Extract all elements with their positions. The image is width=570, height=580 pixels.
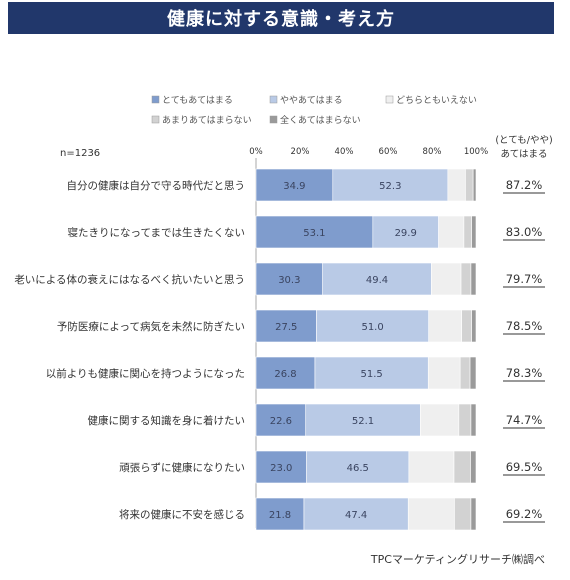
legend-swatch-1	[269, 95, 278, 104]
bar-segment	[453, 450, 471, 484]
bar-segment	[255, 450, 307, 484]
category-labels: 自分の健康は自分で守る時代だと思う寝たきりになってまでは生きたくない老いによる体…	[14, 179, 245, 521]
summary-values: 87.2% 83.0% 79.7% 78.5% 78.3% 74.7% 69.5% 69.2%	[503, 178, 545, 523]
bar-segment	[427, 356, 461, 390]
bar-segment	[316, 309, 429, 343]
bar-segment	[255, 497, 305, 531]
sample-size-label: n=1236	[60, 148, 100, 159]
category-label: 頑張らずに健康になりたい	[119, 461, 245, 474]
bar-segment	[255, 262, 323, 296]
summary-value: 78.3%	[506, 366, 543, 380]
legend-swatch-4	[269, 115, 278, 124]
summary-value: 87.2%	[506, 178, 543, 192]
category-label: 将来の健康に不安を感じる	[119, 508, 245, 521]
summary-header-line2: あてはまる	[500, 149, 547, 160]
x-tick-label: 40%	[335, 147, 354, 157]
category-label: 健康に関する知識を身に着けたい	[88, 414, 246, 427]
bar-segment	[314, 356, 429, 390]
legend-label-1: ややあてはまる	[280, 95, 343, 106]
legend-label-2: どちらともいえない	[396, 95, 477, 106]
legend-label-4: 全くあてはまらない	[280, 114, 361, 126]
bar-value-label: 23.0	[270, 463, 292, 474]
summary-value: 83.0%	[506, 225, 543, 239]
bar-segment	[469, 356, 477, 390]
category-label: 老いによる体の衰えにはなるべく抗いたいと思う	[14, 273, 245, 286]
bar-value-label: 47.4	[345, 510, 367, 521]
source-note: TPCマーケティングリサーチ㈱調べ	[370, 552, 545, 566]
bar-value-label: 46.5	[347, 463, 369, 474]
bar-segment	[420, 403, 460, 437]
bar-value-label: 51.0	[361, 322, 383, 333]
legend-label-0: とてもあてはまる	[162, 95, 233, 106]
bar-value-label: 52.1	[352, 416, 374, 427]
bar-segment	[454, 497, 472, 531]
bar-segment	[407, 497, 455, 531]
category-label: 寝たきりになってまでは生きたくない	[68, 226, 245, 239]
summary-value: 69.5%	[506, 460, 543, 474]
bar-segment	[305, 403, 421, 437]
bar-segment	[255, 309, 317, 343]
bar-segment	[471, 309, 477, 343]
bar-segment	[470, 450, 477, 484]
bar-segment	[460, 262, 472, 296]
bar-segment	[470, 497, 477, 531]
bar-segment	[459, 356, 471, 390]
category-label: 以前よりも健康に関心を持つようになった	[46, 367, 245, 380]
summary-value: 69.2%	[506, 507, 543, 521]
bar-value-label: 52.3	[379, 181, 401, 192]
summary-value: 74.7%	[506, 413, 543, 427]
legend-swatch-0	[151, 95, 160, 104]
bar-segment	[255, 215, 374, 249]
bar-segment	[461, 309, 472, 343]
category-label: 予防医療によって病気を未然に防ぎたい	[57, 320, 245, 333]
bars-group: 34.9 52.3 53.1 29.9 30.3 49.4 27.5 51.0 26.8 51.5…	[255, 168, 477, 531]
summary-header-line1: (とても/やや)	[495, 135, 552, 146]
bar-value-label: 34.9	[283, 181, 305, 192]
bar-segment	[303, 497, 409, 531]
bar-value-label: 30.3	[278, 275, 300, 286]
bar-segment	[372, 215, 439, 249]
bar-segment	[428, 309, 463, 343]
bar-segment	[472, 168, 477, 202]
x-tick-label: 20%	[291, 147, 310, 157]
bar-segment	[255, 168, 334, 202]
bar-segment	[408, 450, 455, 484]
summary-value: 79.7%	[506, 272, 543, 286]
bar-value-label: 21.8	[269, 510, 291, 521]
bar-segment	[470, 262, 477, 296]
bar-segment	[306, 450, 410, 484]
bar-value-label: 51.5	[360, 369, 382, 380]
bar-segment	[458, 403, 472, 437]
bar-value-label: 29.9	[395, 228, 417, 239]
bar-segment	[465, 168, 474, 202]
bar-value-label: 22.6	[270, 416, 292, 427]
bar-value-label: 49.4	[366, 275, 388, 286]
bar-value-label: 27.5	[275, 322, 297, 333]
bar-segment	[470, 403, 477, 437]
x-axis-ticks: 0% 20% 40% 60% 80% 100%	[249, 147, 488, 157]
bar-value-label: 53.1	[303, 228, 325, 239]
bar-segment	[471, 215, 477, 249]
legend-swatch-2	[385, 95, 394, 104]
bar-segment	[463, 215, 472, 249]
chart-title: 健康に対する意識・考え方	[8, 2, 554, 34]
x-tick-label: 0%	[249, 147, 263, 157]
bar-segment	[322, 262, 432, 296]
legend-label-3: あまりあてはまらない	[162, 115, 252, 126]
summary-value: 78.5%	[506, 319, 543, 333]
bar-segment	[255, 403, 307, 437]
bar-segment	[447, 168, 466, 202]
bar-segment	[431, 262, 462, 296]
x-tick-label: 60%	[379, 147, 398, 157]
x-tick-label: 80%	[423, 147, 442, 157]
x-tick-label: 100%	[464, 147, 488, 157]
category-label: 自分の健康は自分で守る時代だと思う	[67, 179, 246, 192]
bar-segment	[255, 356, 316, 390]
legend-swatch-3	[151, 115, 160, 124]
bar-segment	[438, 215, 465, 249]
bar-value-label: 26.8	[274, 369, 296, 380]
